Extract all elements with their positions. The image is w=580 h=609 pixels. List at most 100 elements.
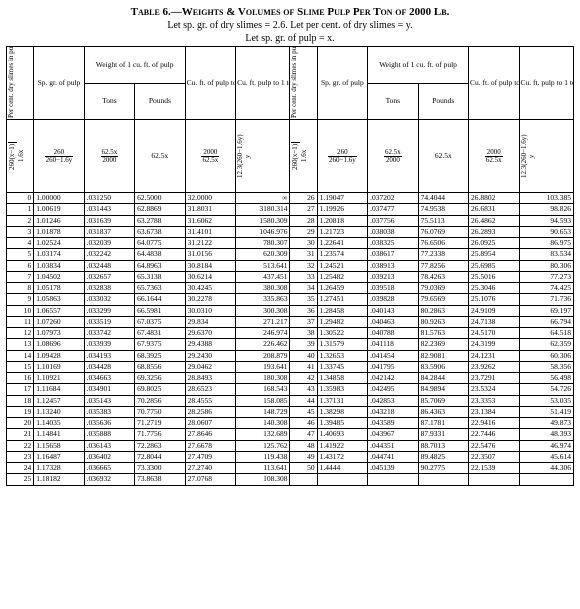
cell: 1.22641 — [317, 238, 367, 249]
cell: 26.0925 — [469, 238, 519, 249]
col-tons-2: Tons — [368, 83, 418, 120]
cell: 69.8025 — [135, 384, 185, 395]
table-title: Table 6.—Weights & Volumes of Slime Pulp… — [6, 6, 574, 18]
cell: 33 — [290, 271, 317, 282]
cell: 1580.309 — [236, 215, 290, 226]
cell: 90.2775 — [418, 463, 468, 474]
cell: 125.762 — [236, 440, 290, 451]
cell: 70.2856 — [135, 395, 185, 406]
cell: 31.6062 — [185, 215, 235, 226]
cell: 39 — [290, 339, 317, 350]
cell: 37 — [290, 316, 317, 327]
cell: 94.593 — [519, 215, 574, 226]
table-row: 121.07973.03374267.483129.6370246.974381… — [7, 328, 574, 339]
cell: .037477 — [368, 204, 418, 215]
cell: 24 — [7, 463, 34, 474]
cell: 8 — [7, 283, 34, 294]
cell: 53.035 — [519, 395, 574, 406]
cell: .040143 — [368, 305, 418, 316]
cell: 1.14841 — [34, 429, 84, 440]
cell: 26.8802 — [469, 193, 519, 204]
col-spgr-2: Sp. gr. of pulp — [317, 47, 367, 120]
cell: 5 — [7, 249, 34, 260]
cell: 26.6831 — [469, 204, 519, 215]
cell: .039213 — [368, 271, 418, 282]
cell: 76.0769 — [418, 226, 468, 237]
cell: 271.217 — [236, 316, 290, 327]
table-row: 171.11684.03490169.802528.6523168.543431… — [7, 384, 574, 395]
cell: 45 — [290, 406, 317, 417]
cell: .038325 — [368, 238, 418, 249]
cell: 30.4245 — [185, 283, 235, 294]
cell: 28 — [290, 215, 317, 226]
cell: 9 — [7, 294, 34, 305]
cell: 27.0768 — [185, 474, 235, 485]
table-row: 21.01246.03163963.278831.60621580.309281… — [7, 215, 574, 226]
cell: 29.6370 — [185, 328, 235, 339]
cell: .044741 — [368, 451, 418, 462]
cell: 180.308 — [236, 373, 290, 384]
cell: 1.34858 — [317, 373, 367, 384]
cell: 74.9538 — [418, 204, 468, 215]
cell: 36 — [290, 305, 317, 316]
col-cuft-slimes-2: Cu. ft. pulp to 1 ton of dry slimes — [519, 47, 574, 120]
cell: 27.6678 — [185, 440, 235, 451]
cell: 63.6738 — [135, 226, 185, 237]
cell: .036665 — [84, 463, 134, 474]
cell: 62.359 — [519, 339, 574, 350]
cell: 25.6985 — [469, 260, 519, 271]
col-weight-2: Weight of 1 cu. ft. of pulp — [368, 47, 469, 84]
table-row: 61.03834.03244864.896330.8184513.641321.… — [7, 260, 574, 271]
cell: .042853 — [368, 395, 418, 406]
table-row: 151.10169.03442868.855629.0462193.641411… — [7, 361, 574, 372]
cell: 47 — [290, 429, 317, 440]
cell: 1.19926 — [317, 204, 367, 215]
cell: 6 — [7, 260, 34, 271]
cell: 80.2863 — [418, 305, 468, 316]
cell: 25.1076 — [469, 294, 519, 305]
cell: 193.641 — [236, 361, 290, 372]
cell: 335.863 — [236, 294, 290, 305]
cell: 208.879 — [236, 350, 290, 361]
col-weight: Weight of 1 cu. ft. of pulp — [84, 47, 185, 84]
cell: .036932 — [84, 474, 134, 485]
cell: 77.273 — [519, 271, 574, 282]
cell: 24.7138 — [469, 316, 519, 327]
cell: 86.975 — [519, 238, 574, 249]
cell: 16 — [7, 373, 34, 384]
cell: 75.5113 — [418, 215, 468, 226]
cell: 3180.314 — [236, 204, 290, 215]
cell: 26 — [290, 193, 317, 204]
cell: 24.3199 — [469, 339, 519, 350]
cell: 1.10921 — [34, 373, 84, 384]
table-row: 201.14035.03563671.271928.0607140.308461… — [7, 418, 574, 429]
cell: 80.306 — [519, 260, 574, 271]
cell — [317, 474, 367, 485]
cell: 1.41922 — [317, 440, 367, 451]
cell: 65.3138 — [135, 271, 185, 282]
cell: 44.306 — [519, 463, 574, 474]
cell: 66.1644 — [135, 294, 185, 305]
cell: .033299 — [84, 305, 134, 316]
cell: .036402 — [84, 451, 134, 462]
cell: 1.06557 — [34, 305, 84, 316]
cell: 1.31579 — [317, 339, 367, 350]
cell: 76.6506 — [418, 238, 468, 249]
cell: 84.2844 — [418, 373, 468, 384]
cell — [469, 474, 519, 485]
cell: 1.07973 — [34, 328, 84, 339]
cell: .039828 — [368, 294, 418, 305]
cell: 1.11684 — [34, 384, 84, 395]
cell: 78.4263 — [418, 271, 468, 282]
cell: 22.1539 — [469, 463, 519, 474]
cell: 1.39485 — [317, 418, 367, 429]
cell: .033519 — [84, 316, 134, 327]
cell: 23.5324 — [469, 384, 519, 395]
cell: 29.4388 — [185, 339, 235, 350]
table-row: 191.13240.03538370.775028.2586148.729451… — [7, 406, 574, 417]
table-row: 251.18182.03693273.863827.0768108.308 — [7, 474, 574, 485]
cell: 1.00619 — [34, 204, 84, 215]
subtitle-2: Let sp. gr. of pulp = x. — [6, 33, 574, 44]
cell: 168.543 — [236, 384, 290, 395]
cell: 1.27451 — [317, 294, 367, 305]
